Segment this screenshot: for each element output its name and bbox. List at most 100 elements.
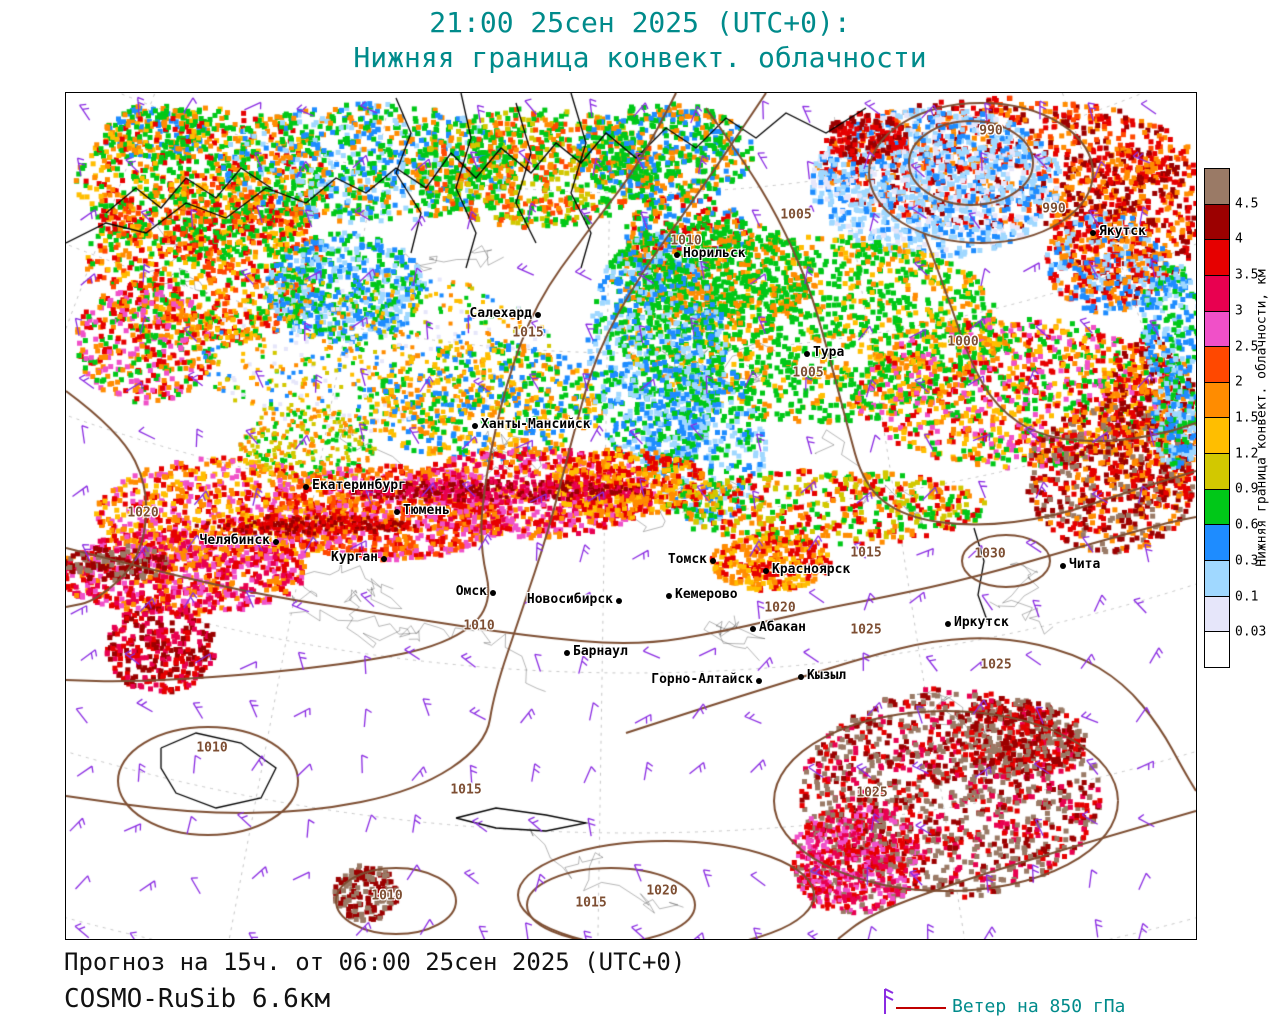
city-dot <box>394 509 400 515</box>
colorbar-cell <box>1205 346 1229 382</box>
city-dot <box>616 598 622 604</box>
colorbar-tick: 2.5 <box>1235 339 1259 355</box>
page-title: 21:00 25сен 2025 (UTC+0): Нижняя граница… <box>0 5 1280 75</box>
city-dot <box>1060 563 1066 569</box>
city-dot <box>564 650 570 656</box>
wind-legend: Ветер на 850 гПа <box>876 984 1236 1020</box>
colorbar-cell <box>1205 203 1229 240</box>
isobar-label: 1020 <box>127 505 159 521</box>
isobar-label: 1020 <box>764 600 796 616</box>
colorbar-cell <box>1205 274 1229 311</box>
colorbar-tick: 4 <box>1235 231 1243 247</box>
city-dot <box>303 484 309 490</box>
isobar-label: 1015 <box>450 782 482 798</box>
isobar-label: 1000 <box>947 334 979 350</box>
city-dot <box>472 423 478 429</box>
city-label: Курган <box>331 550 378 565</box>
colorbar: 4.5 4 3.5 3 2.5 2 1.5 1.2 0.9 0.6 0.3 0.1 0.03 <box>1204 168 1276 668</box>
colorbar-cell <box>1205 381 1229 418</box>
city-label: Норильск <box>683 246 746 261</box>
colorbar-cell <box>1205 310 1229 347</box>
city-label: Салехард <box>469 306 532 321</box>
city-label: Ханты-Мансийск <box>481 417 591 432</box>
isobar-label: 1015 <box>512 325 544 341</box>
colorbar-tick: 1.5 <box>1235 410 1259 426</box>
city-dot <box>674 252 680 258</box>
city-label: Иркутск <box>954 615 1009 630</box>
isobar-label: 1015 <box>575 895 607 911</box>
model-info: COSMO-RuSib 6.6км <box>64 984 331 1014</box>
isobar-label: 1025 <box>850 622 882 638</box>
isobar-label: 1010 <box>196 740 228 756</box>
isobar-label: 1030 <box>974 546 1006 562</box>
city-label: Челябинск <box>199 533 270 548</box>
colorbar-cells <box>1204 168 1230 668</box>
colorbar-axis-label-wrap: Нижняя граница конвект. облачности, км <box>1250 168 1274 668</box>
colorbar-cell <box>1205 169 1229 204</box>
colorbar-tick: 3 <box>1235 303 1243 319</box>
colorbar-tick: 2 <box>1235 374 1243 390</box>
colorbar-ticks: 4.5 4 3.5 3 2.5 2 1.5 1.2 0.9 0.6 0.3 0.1 0.03 <box>1204 168 1276 668</box>
title-parameter: Нижняя граница конвект. облачности <box>353 41 927 74</box>
isobar-label: 990 <box>1042 201 1066 217</box>
isobar-label: 990 <box>979 123 1003 139</box>
colorbar-tick: 4.5 <box>1235 196 1259 212</box>
city-dot <box>763 568 769 574</box>
isobar-label: 1010 <box>670 233 702 249</box>
colorbar-cell <box>1205 524 1229 561</box>
city-label: Тюмень <box>403 503 450 518</box>
wind-barb-icon <box>884 988 894 1014</box>
city-label: Новосибирск <box>526 592 613 607</box>
city-label: Абакан <box>759 620 806 635</box>
colorbar-cell <box>1205 239 1229 275</box>
wind-legend-label: Ветер на 850 гПа <box>952 996 1126 1017</box>
city-label: Барнаул <box>573 644 628 659</box>
city-label: Чита <box>1069 557 1101 572</box>
city-dot <box>945 621 951 627</box>
city-dot <box>381 556 387 562</box>
city-dot <box>750 626 756 632</box>
colorbar-cell <box>1205 560 1229 596</box>
city-dot <box>798 674 804 680</box>
city-label: Красноярск <box>772 562 851 577</box>
forecast-info: Прогноз на 15ч. от 06:00 25сен 2025 (UTC… <box>64 948 686 976</box>
city-label: Томск <box>667 552 707 567</box>
isobar-label: 1005 <box>792 365 824 381</box>
isobar-label: 1005 <box>780 207 812 223</box>
weather-field-canvas <box>66 93 1196 939</box>
isobar-label: 1015 <box>850 545 882 561</box>
city-dot <box>804 351 810 357</box>
isobar-label: 1020 <box>646 883 678 899</box>
city-dot <box>666 593 672 599</box>
colorbar-cell <box>1205 417 1229 454</box>
isobar-label: 1025 <box>856 785 888 801</box>
city-dot <box>273 539 279 545</box>
colorbar-tick: 0.6 <box>1235 517 1259 533</box>
colorbar-cell <box>1205 453 1229 489</box>
colorbar-cell <box>1205 488 1229 525</box>
map-overlay: Якутск Норильск Салехард Тура Ханты-Мансийск… <box>66 93 1196 939</box>
city-label: Якутск <box>1099 224 1146 239</box>
colorbar-tick: 1.2 <box>1235 446 1259 462</box>
city-dot <box>490 590 496 596</box>
colorbar-tick: 3.5 <box>1235 267 1259 283</box>
colorbar-axis-label: Нижняя граница конвект. облачности, км <box>1254 269 1270 567</box>
city-dot <box>535 312 541 318</box>
city-dot <box>1090 230 1096 236</box>
colorbar-cell <box>1205 631 1229 667</box>
wind-legend-line <box>896 1007 946 1009</box>
city-dot <box>710 558 716 564</box>
colorbar-tick: 0.1 <box>1235 589 1259 605</box>
isobar-label: 1010 <box>463 618 495 634</box>
colorbar-cell <box>1205 595 1229 632</box>
city-label: Кызыл <box>807 668 847 683</box>
city-label: Омск <box>455 584 487 599</box>
isobar-label: 1025 <box>980 657 1012 673</box>
isobar-label: 1010 <box>371 888 403 904</box>
colorbar-tick: 0.3 <box>1235 553 1259 569</box>
city-dot <box>756 678 762 684</box>
colorbar-tick: 0.9 <box>1235 481 1259 497</box>
city-label: Екатеринбург <box>312 478 406 493</box>
title-datetime: 21:00 25сен 2025 (UTC+0): <box>429 6 851 39</box>
